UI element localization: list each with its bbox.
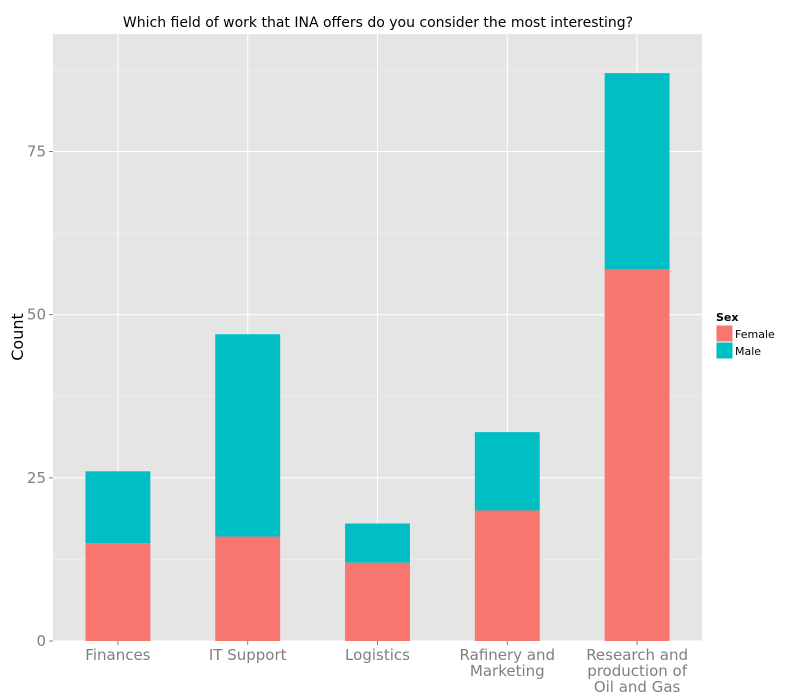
y-tick-label: 75 bbox=[27, 142, 46, 160]
x-tick-label-line: Oil and Gas bbox=[594, 678, 681, 696]
bar-segment bbox=[345, 523, 410, 563]
bar-segment bbox=[215, 536, 281, 641]
legend-label: Male bbox=[735, 345, 761, 358]
bar-segment bbox=[85, 543, 151, 641]
x-tick-label-line: Rafinery and bbox=[460, 646, 556, 664]
x-tick-label: Finances bbox=[85, 646, 150, 664]
x-tick-label: Research and production of Oil and Gas bbox=[586, 646, 688, 696]
bar-segment bbox=[85, 471, 151, 544]
x-tick-label-line: production of bbox=[587, 662, 687, 680]
bar-segment bbox=[604, 73, 670, 269]
x-tick-label-line: Research and bbox=[586, 646, 688, 664]
y-axis: 0 25 50 75 bbox=[27, 142, 53, 650]
legend-title: Sex bbox=[716, 311, 738, 324]
x-tick-label: IT Support bbox=[209, 646, 287, 664]
y-tick-label: 25 bbox=[27, 469, 46, 487]
x-tick-label-line: Finances bbox=[85, 646, 150, 664]
legend-label: Female bbox=[735, 328, 775, 341]
y-tick-label: 50 bbox=[27, 306, 46, 324]
x-tick-label-line: Logistics bbox=[345, 646, 410, 664]
bar-segment bbox=[474, 432, 540, 511]
x-tick-label-line: IT Support bbox=[209, 646, 287, 664]
legend-key bbox=[715, 324, 734, 343]
x-tick-label: Rafinery and Marketing bbox=[460, 646, 556, 680]
bar-segment bbox=[215, 334, 281, 537]
y-tick-label: 0 bbox=[36, 632, 46, 650]
x-axis: Finances IT Support Logistics Rafinery and M… bbox=[85, 641, 688, 696]
x-tick-label-line: Marketing bbox=[470, 662, 545, 680]
bar-segment bbox=[345, 562, 410, 641]
chart-title: Which field of work that INA offers do y… bbox=[123, 15, 633, 31]
x-tick-label: Logistics bbox=[345, 646, 410, 664]
y-axis-title: Count bbox=[8, 313, 27, 361]
bars bbox=[85, 73, 670, 641]
bar-segment bbox=[604, 268, 670, 641]
legend-key bbox=[715, 341, 734, 360]
bar-segment bbox=[474, 510, 540, 641]
legend: Sex Female Male bbox=[715, 311, 775, 360]
